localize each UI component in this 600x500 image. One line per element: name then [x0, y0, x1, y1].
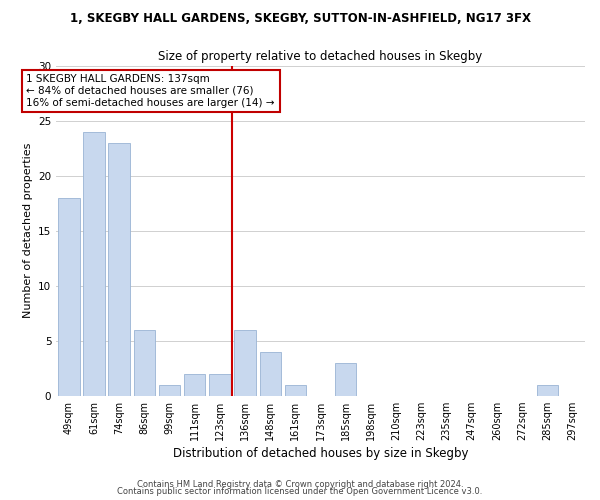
Bar [536, 384, 558, 396]
Bar [235, 330, 256, 396]
Text: Contains public sector information licensed under the Open Government Licence v3: Contains public sector information licen… [118, 487, 482, 496]
Bar [58, 198, 80, 396]
Bar [109, 142, 130, 396]
Text: 1, SKEGBY HALL GARDENS, SKEGBY, SUTTON-IN-ASHFIELD, NG17 3FX: 1, SKEGBY HALL GARDENS, SKEGBY, SUTTON-I… [70, 12, 530, 26]
Y-axis label: Number of detached properties: Number of detached properties [23, 143, 32, 318]
X-axis label: Distribution of detached houses by size in Skegby: Distribution of detached houses by size … [173, 447, 469, 460]
Text: 1 SKEGBY HALL GARDENS: 137sqm
← 84% of detached houses are smaller (76)
16% of s: 1 SKEGBY HALL GARDENS: 137sqm ← 84% of d… [26, 74, 275, 108]
Bar [335, 362, 356, 396]
Text: Contains HM Land Registry data © Crown copyright and database right 2024.: Contains HM Land Registry data © Crown c… [137, 480, 463, 489]
Title: Size of property relative to detached houses in Skegby: Size of property relative to detached ho… [158, 50, 483, 63]
Bar [184, 374, 205, 396]
Bar [83, 132, 104, 396]
Bar [134, 330, 155, 396]
Bar [285, 384, 306, 396]
Bar [260, 352, 281, 396]
Bar [159, 384, 180, 396]
Bar [209, 374, 230, 396]
